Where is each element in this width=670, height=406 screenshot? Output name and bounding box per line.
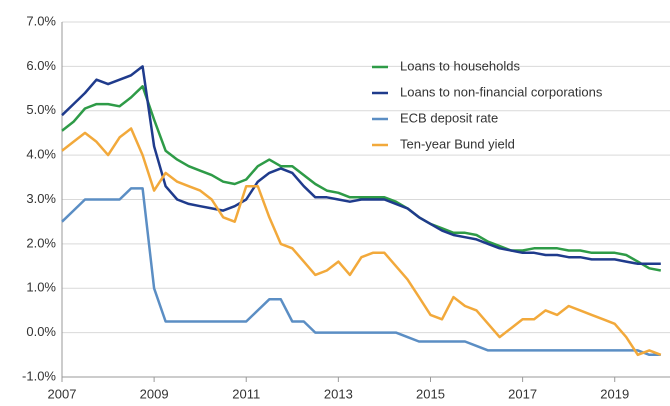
series-line xyxy=(61,187,661,357)
x-tick-label: 2009 xyxy=(140,386,169,401)
x-tick-label: 2013 xyxy=(324,386,353,401)
y-tick-label: 0.0% xyxy=(26,324,56,339)
x-tick-label: 2019 xyxy=(600,386,629,401)
y-tick-label: 6.0% xyxy=(26,58,56,73)
y-tick-label: 3.0% xyxy=(26,191,56,206)
y-tick-label: -1.0% xyxy=(22,368,56,383)
y-tick-label: 1.0% xyxy=(26,280,56,295)
y-tick-label: 7.0% xyxy=(26,13,56,28)
series-line xyxy=(61,127,662,357)
y-tick-label: 4.0% xyxy=(26,147,56,162)
legend-label: Loans to non-financial corporations xyxy=(400,84,603,99)
series-line xyxy=(61,85,662,272)
x-tick-label: 2015 xyxy=(416,386,445,401)
y-tick-label: 2.0% xyxy=(26,235,56,250)
legend-label: Loans to households xyxy=(400,58,520,73)
y-tick-label: 5.0% xyxy=(26,102,56,117)
legend-label: ECB deposit rate xyxy=(400,110,498,125)
x-tick-label: 2017 xyxy=(508,386,537,401)
legend-label: Ten-year Bund yield xyxy=(400,136,515,151)
x-tick-label: 2007 xyxy=(48,386,77,401)
series-line xyxy=(61,65,661,266)
x-tick-label: 2011 xyxy=(232,386,260,401)
